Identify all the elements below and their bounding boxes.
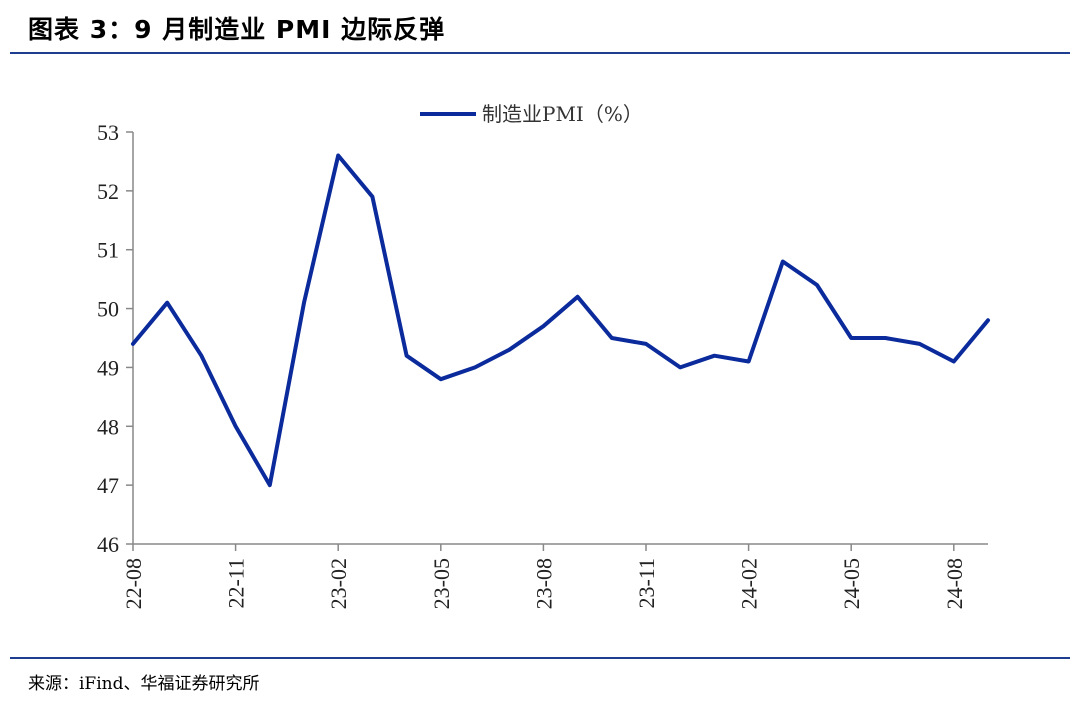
bottom-divider — [10, 657, 1070, 659]
y-axis-ticks: 46 47 48 49 50 51 52 53 — [97, 120, 133, 557]
x-tick-label: 22-11 — [224, 558, 249, 609]
x-tick-label: 22-08 — [121, 558, 146, 609]
x-tick-label: 23-05 — [429, 558, 454, 609]
y-tick-label: 46 — [97, 532, 119, 557]
series-group — [131, 153, 990, 488]
y-tick-label: 52 — [97, 179, 119, 204]
x-axis-ticks: 22-08 22-11 23-02 23-05 23-08 23-11 24-02 24-05… — [121, 544, 967, 609]
y-tick-label: 47 — [97, 473, 119, 498]
x-tick-label: 24-05 — [839, 558, 864, 609]
axes — [132, 132, 988, 545]
x-tick-label: 24-08 — [942, 558, 967, 609]
legend: 制造业PMI（%） — [420, 102, 643, 126]
chart-title: 图表 3：9 月制造业 PMI 边际反弹 — [28, 15, 446, 44]
y-tick-label: 49 — [97, 355, 119, 380]
y-tick-label: 51 — [97, 238, 119, 263]
series-line-pmi — [131, 153, 990, 488]
y-tick-label: 48 — [97, 414, 119, 439]
x-tick-label: 23-02 — [326, 558, 351, 609]
legend-label: 制造业PMI（%） — [482, 102, 643, 126]
top-divider — [10, 52, 1070, 54]
source-note: 来源：iFind、华福证券研究所 — [28, 674, 260, 694]
x-tick-label: 23-08 — [531, 558, 556, 609]
y-tick-label: 50 — [97, 297, 119, 322]
x-tick-label: 23-11 — [634, 558, 659, 609]
y-tick-label: 53 — [97, 120, 119, 145]
x-tick-label: 24-02 — [737, 558, 762, 609]
